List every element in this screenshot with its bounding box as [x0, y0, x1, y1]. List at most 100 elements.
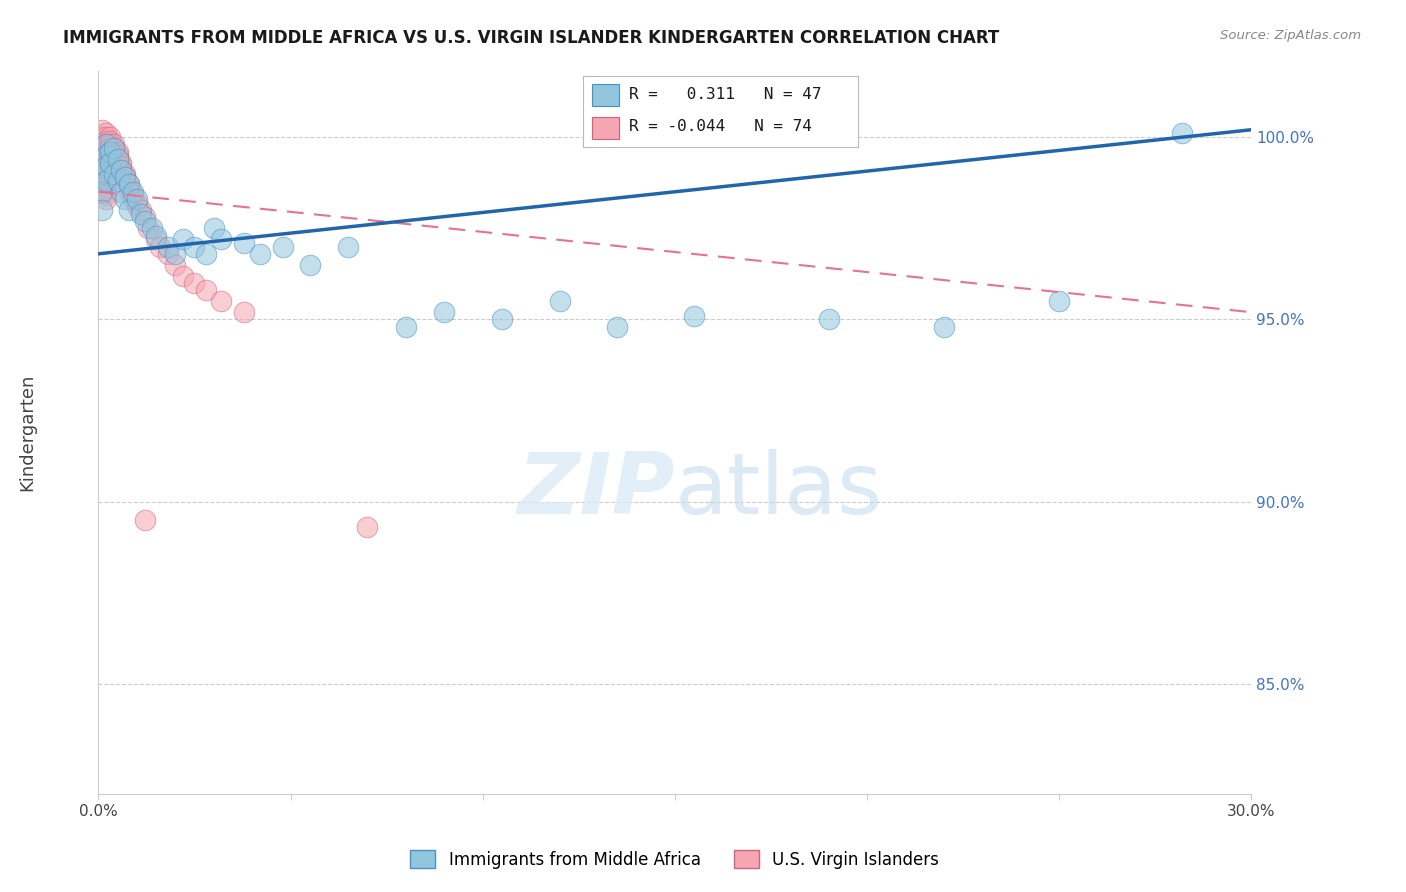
Point	[209, 294, 232, 309]
Point	[156, 239, 179, 253]
Point	[91, 137, 114, 152]
Point	[94, 185, 117, 199]
Point	[94, 181, 117, 195]
Point	[103, 148, 125, 162]
Point	[932, 319, 955, 334]
Point	[98, 145, 121, 159]
Point	[107, 155, 129, 169]
Point	[114, 174, 136, 188]
Point	[195, 283, 218, 297]
Point	[172, 268, 194, 283]
Point	[122, 192, 145, 206]
Point	[98, 141, 121, 155]
Point	[683, 309, 706, 323]
Point	[98, 155, 121, 169]
Point	[94, 159, 117, 173]
Point	[1047, 294, 1070, 309]
Text: Source: ZipAtlas.com: Source: ZipAtlas.com	[1220, 29, 1361, 42]
Point	[94, 148, 117, 162]
Point	[125, 199, 148, 213]
Point	[98, 134, 121, 148]
Point	[356, 520, 378, 534]
Point	[233, 305, 256, 319]
Point	[107, 148, 129, 162]
Point	[94, 174, 117, 188]
Point	[98, 170, 121, 185]
Point	[122, 188, 145, 202]
Point	[94, 141, 117, 155]
Point	[249, 247, 271, 261]
Point	[138, 221, 160, 235]
Point	[183, 239, 205, 253]
Point	[94, 170, 117, 185]
Point	[107, 174, 129, 188]
Point	[103, 141, 125, 155]
Point	[94, 155, 117, 169]
Point	[129, 202, 152, 217]
Point	[337, 239, 360, 253]
Point	[110, 159, 132, 173]
Point	[134, 214, 156, 228]
Point	[110, 155, 132, 169]
Point	[91, 134, 114, 148]
Bar	[592, 117, 619, 138]
Point	[94, 137, 117, 152]
Point	[118, 181, 141, 195]
Point	[107, 145, 129, 159]
Point	[98, 155, 121, 169]
Point	[114, 170, 136, 185]
Point	[271, 239, 294, 253]
Point	[103, 137, 125, 152]
Point	[172, 232, 194, 246]
Point	[134, 211, 156, 225]
Point	[98, 152, 121, 166]
Point	[91, 185, 114, 199]
Point	[103, 145, 125, 159]
Point	[91, 122, 114, 136]
Point	[118, 178, 141, 192]
Point	[114, 170, 136, 185]
Point	[129, 207, 152, 221]
Point	[94, 134, 117, 148]
Point	[98, 148, 121, 162]
Point	[195, 247, 218, 261]
Text: R = -0.044   N = 74: R = -0.044 N = 74	[628, 120, 811, 135]
Point	[209, 232, 232, 246]
Point	[395, 319, 418, 334]
Point	[298, 258, 321, 272]
Y-axis label: Kindergarten: Kindergarten	[18, 374, 37, 491]
Point	[145, 232, 167, 246]
Bar	[592, 85, 619, 106]
Point	[103, 152, 125, 166]
Point	[107, 152, 129, 166]
Point	[145, 228, 167, 243]
Text: atlas: atlas	[675, 449, 883, 532]
Point	[98, 167, 121, 181]
Point	[103, 141, 125, 155]
Point	[94, 188, 117, 202]
Point	[433, 305, 456, 319]
Text: R =   0.311   N = 47: R = 0.311 N = 47	[628, 87, 821, 102]
Point	[110, 185, 132, 199]
Point	[94, 174, 117, 188]
Point	[98, 130, 121, 145]
Point	[817, 312, 839, 326]
Point	[165, 258, 187, 272]
Text: ZIP: ZIP	[517, 449, 675, 532]
Point	[94, 178, 117, 192]
Point	[98, 162, 121, 177]
Point	[149, 239, 172, 253]
Legend: Immigrants from Middle Africa, U.S. Virgin Islanders: Immigrants from Middle Africa, U.S. Virg…	[411, 850, 939, 869]
Point	[94, 192, 117, 206]
Point	[183, 276, 205, 290]
Text: IMMIGRANTS FROM MIDDLE AFRICA VS U.S. VIRGIN ISLANDER KINDERGARTEN CORRELATION C: IMMIGRANTS FROM MIDDLE AFRICA VS U.S. VI…	[63, 29, 1000, 46]
Point	[91, 167, 114, 181]
Point	[110, 162, 132, 177]
Point	[107, 152, 129, 166]
Point	[98, 137, 121, 152]
Point	[94, 145, 117, 159]
Point	[91, 141, 114, 155]
Point	[91, 202, 114, 217]
Point	[202, 221, 225, 235]
Point	[94, 127, 117, 141]
